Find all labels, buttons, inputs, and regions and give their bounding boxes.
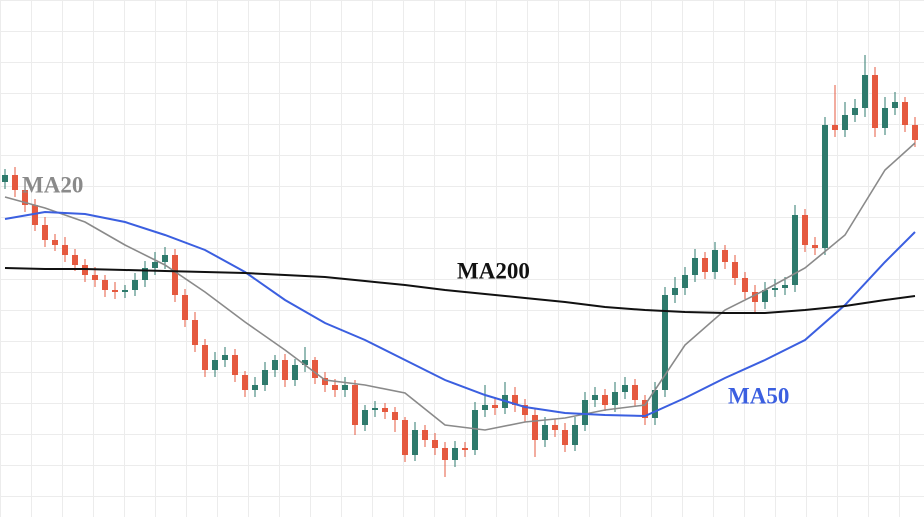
candle-body <box>592 395 598 400</box>
candle-body <box>702 258 708 272</box>
candle-body <box>562 430 568 445</box>
candle-body <box>262 370 268 385</box>
candle-body <box>112 290 118 292</box>
candle-body <box>612 392 618 405</box>
candle-body <box>72 255 78 265</box>
candle-body <box>472 410 478 450</box>
candle-body <box>192 320 198 345</box>
candle-body <box>542 425 548 440</box>
candle-body <box>622 385 628 392</box>
candle-body <box>52 240 58 245</box>
candle-body <box>782 285 788 288</box>
moving-average-line <box>4 210 916 418</box>
candle-body <box>852 108 858 115</box>
candle-body <box>92 275 98 280</box>
line-label: MA50 <box>728 383 789 408</box>
candle-body <box>382 408 388 412</box>
candle-body <box>62 245 68 255</box>
candle-body <box>822 125 828 248</box>
candle-body <box>132 280 138 290</box>
candle-body <box>632 385 638 400</box>
candle-body <box>442 448 448 460</box>
candle-body <box>422 430 428 440</box>
candle-body <box>282 360 288 380</box>
candle-body <box>662 295 668 390</box>
candle-body <box>462 448 468 450</box>
candle-body <box>742 278 748 292</box>
candle-body <box>212 360 218 370</box>
candle-body <box>232 355 238 375</box>
candle-body <box>242 375 248 390</box>
candle-body <box>812 245 818 248</box>
candle-body <box>882 108 888 128</box>
candle-body <box>312 360 318 378</box>
candle-body <box>292 365 298 380</box>
candle-body <box>152 262 158 268</box>
candle-body <box>142 268 148 280</box>
candle-body <box>432 440 438 448</box>
candle-body <box>772 288 778 290</box>
candle-body <box>402 420 408 455</box>
candle-body <box>722 250 728 262</box>
candle-body <box>182 295 188 320</box>
candle-body <box>862 75 868 108</box>
candle-body <box>892 102 898 108</box>
candle-body <box>832 125 838 130</box>
line-label: MA20 <box>22 172 83 197</box>
candle-body <box>452 448 458 460</box>
candle-body <box>352 385 358 425</box>
candle-body <box>12 175 18 190</box>
candle-body <box>712 250 718 272</box>
candle-body <box>372 408 378 410</box>
candle-body <box>842 115 848 130</box>
candle-body <box>692 258 698 275</box>
candle-body <box>642 400 648 418</box>
candle-body <box>172 255 178 295</box>
candle-body <box>752 292 758 302</box>
candle-body <box>902 102 908 125</box>
candle-body <box>512 395 518 405</box>
candle-body <box>682 275 688 288</box>
candle-body <box>522 405 528 415</box>
candle-body <box>272 360 278 370</box>
candle-body <box>912 125 918 140</box>
candle-body <box>492 405 498 408</box>
candle-body <box>652 390 658 418</box>
candle-body <box>392 412 398 420</box>
candle-body <box>572 425 578 445</box>
candle-body <box>302 360 308 365</box>
candle-body <box>672 288 678 295</box>
candle-body <box>802 215 808 245</box>
candle-body <box>122 290 128 292</box>
candle-body <box>222 355 228 360</box>
candle-body <box>552 425 558 430</box>
candle-body <box>252 385 258 390</box>
candle-body <box>362 410 368 425</box>
candle-body <box>42 225 48 240</box>
candle-body <box>482 405 488 410</box>
candle-body <box>412 430 418 455</box>
moving-average-line <box>4 267 916 314</box>
candle-body <box>102 280 108 290</box>
candle-body <box>342 385 348 390</box>
candle-body <box>2 175 8 182</box>
candle-body <box>22 190 28 205</box>
moving-average-line <box>4 142 916 431</box>
line-label: MA200 <box>457 258 530 283</box>
candle-body <box>332 385 338 390</box>
candle-body <box>762 290 768 302</box>
candle-body <box>32 205 38 225</box>
candle-body <box>202 345 208 370</box>
candle-body <box>322 378 328 385</box>
candle-body <box>732 262 738 278</box>
candle-body <box>792 215 798 285</box>
candle-body <box>582 400 588 425</box>
candle-body <box>602 395 608 405</box>
candle-body <box>872 75 878 128</box>
candle-body <box>532 415 538 440</box>
candle-body <box>162 255 168 262</box>
